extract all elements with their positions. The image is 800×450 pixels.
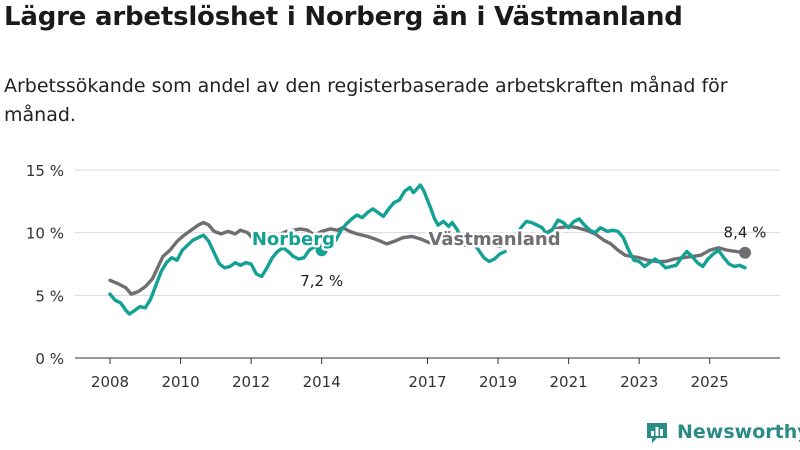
end-value-label: 8,4 % [724,224,767,242]
end-marker [315,244,328,257]
series-line-norberg [108,233,324,316]
bar-chart-logo-icon [647,423,667,443]
end-marker [739,246,751,259]
brand-logo[interactable]: Newsworthy [645,420,800,444]
series-line-vstmanland [108,220,747,296]
x-tick-label: 2019 [479,373,517,391]
x-tick-label: 2023 [620,373,658,391]
y-tick-label: 5 % [35,287,64,305]
y-tick-label: 10 % [26,225,64,243]
y-tick-label: 15 % [26,162,64,180]
series-line-norberg [334,183,463,242]
chart-subtitle: Arbetssökande som andel av den registerb… [4,75,728,126]
series-name-label: Västmanland [428,229,560,250]
series-line-norberg [510,217,747,270]
brand-name: Newsworthy [677,421,800,443]
x-tick-label: 2012 [232,373,270,391]
chart-labels: 8,4 % 7,2 % Norberg Västmanland [249,224,767,290]
x-tick-label: 2017 [408,373,446,391]
x-tick-label: 2025 [691,373,729,391]
x-tick-label: 2021 [550,373,588,391]
y-tick-label: 0 % [35,350,64,368]
x-tick-label: 2010 [161,373,199,391]
series-line-norberg [466,233,507,264]
x-tick-label: 2008 [91,373,129,391]
axes: 0 % 5 % 10 % 15 % 2008 2010 2012 2014 2017 2019 20… [26,162,729,391]
series-name-label: Norberg [252,229,335,250]
x-tick-label: 2014 [303,373,341,391]
series-lines [108,183,751,316]
chart-title: Lägre arbetslöshet i Norberg än i Västma… [4,2,683,32]
end-value-label: 7,2 % [300,272,343,290]
